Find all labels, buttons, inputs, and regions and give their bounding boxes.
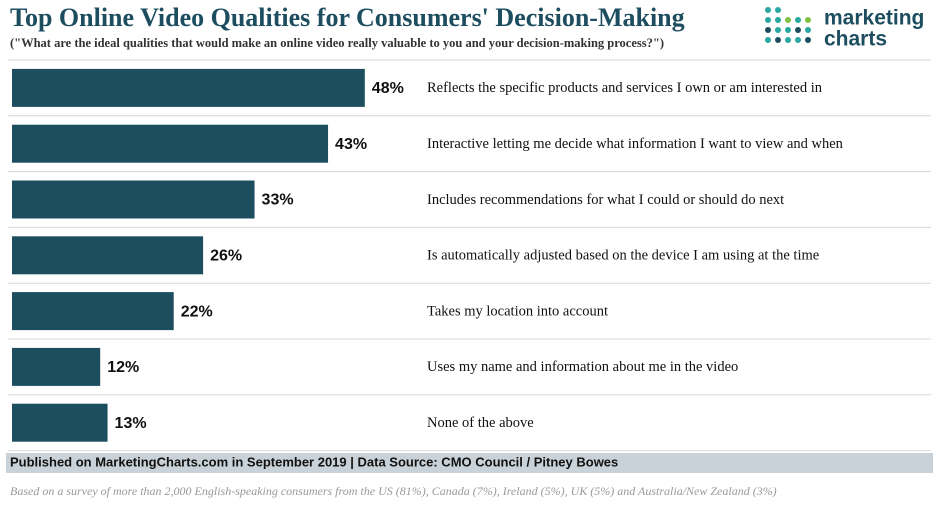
value-label: 48%: [372, 80, 404, 97]
bar: [12, 403, 108, 442]
logo-text: charts: [824, 28, 887, 51]
bar: [12, 180, 255, 219]
source: Published on MarketingCharts.com in Sept…: [10, 454, 618, 469]
bar: [12, 68, 365, 107]
value-label: 13%: [115, 415, 147, 432]
logo-dots: [765, 7, 811, 43]
bar: [12, 292, 174, 331]
value-label: 26%: [210, 248, 242, 265]
category-label: Interactive letting me decide what infor…: [427, 136, 844, 152]
logo-text: marketing: [824, 7, 924, 30]
footnote: Based on a survey of more than 2,000 Eng…: [10, 484, 777, 498]
value-label: 43%: [335, 136, 367, 153]
source-band: [6, 453, 933, 473]
category-label: Reflects the specific products and servi…: [427, 80, 823, 96]
value-label: 33%: [262, 192, 294, 209]
bar: [12, 236, 204, 275]
category-label: Takes my location into account: [427, 303, 608, 319]
bar: [12, 347, 101, 386]
category-label: Is automatically adjusted based on the d…: [427, 248, 819, 264]
value-label: 12%: [107, 359, 139, 376]
chart-title: Top Online Video Qualities for Consumers…: [10, 3, 685, 32]
category-label: Includes recommendations for what I coul…: [427, 192, 784, 208]
value-label: 22%: [181, 303, 213, 320]
chart-subtitle: ("What are the ideal qualities that woul…: [10, 36, 664, 50]
category-label: Uses my name and information about me in…: [427, 359, 738, 375]
category-label: None of the above: [427, 415, 534, 431]
bar: [12, 124, 329, 163]
